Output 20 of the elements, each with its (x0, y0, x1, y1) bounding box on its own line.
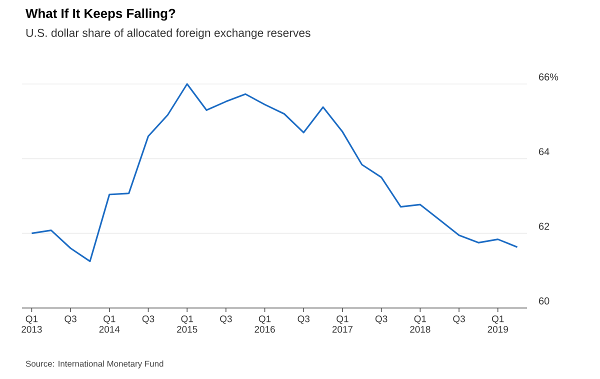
y-tick-label: 66% (539, 73, 558, 80)
x-tick-label: Q3 (375, 316, 388, 324)
x-tick-label: Q1 2014 (99, 316, 120, 333)
x-tick-label: Q3 (453, 316, 465, 324)
chart-subtitle: U.S. dollar share of allocated foreign exchange reserves (26, 28, 310, 40)
x-tick-label: Q1 2018 (410, 316, 430, 333)
x-tick-label: Q1 2013 (22, 316, 42, 333)
y-tick-label: 64 (539, 148, 550, 156)
x-tick-label: Q3 (298, 316, 310, 324)
x-tick-label: Q1 2017 (332, 316, 353, 333)
source-note: Source: International Monetary Fund (26, 360, 164, 368)
x-tick-label: Q3 (142, 316, 154, 324)
chart-title: What If It Keeps Falling? (26, 8, 176, 21)
x-tick-label: Q3 (64, 316, 76, 324)
x-tick-label: Q3 (220, 316, 232, 324)
x-tick-label: Q1 2019 (488, 316, 508, 333)
x-tick-label: Q1 2015 (177, 316, 198, 333)
y-tick-label: 62 (539, 222, 550, 230)
y-tick-label: 60 (539, 297, 550, 304)
x-tick-label: Q1 2016 (254, 316, 275, 333)
